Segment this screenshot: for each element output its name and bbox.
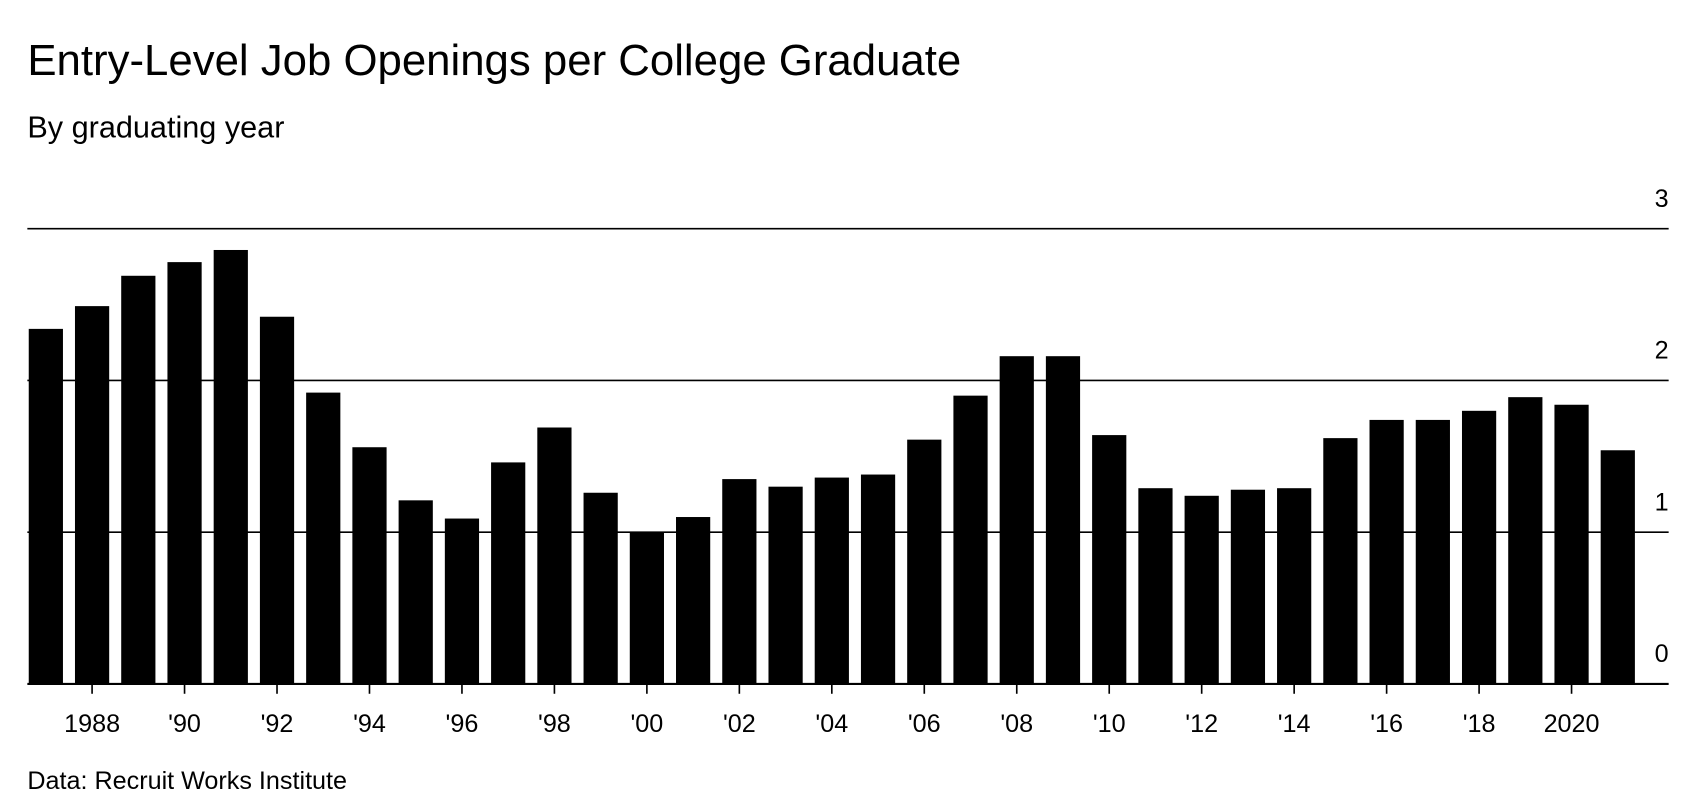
x-tick-label: 2020 — [1544, 710, 1600, 738]
y-tick-label: 0 — [1655, 640, 1669, 668]
bar — [768, 486, 803, 684]
x-tick-label: '90 — [168, 710, 201, 738]
bar — [1277, 488, 1312, 684]
bar — [1138, 488, 1173, 684]
y-tick-label: 1 — [1655, 488, 1669, 516]
bar — [121, 275, 156, 684]
bar — [28, 328, 63, 684]
bar — [398, 500, 433, 684]
bar — [1230, 489, 1266, 684]
bar — [1554, 404, 1589, 684]
bar — [1369, 419, 1404, 684]
bar — [444, 518, 480, 684]
bar — [676, 517, 711, 684]
bar — [213, 249, 248, 684]
x-tick-label: '06 — [908, 710, 941, 738]
x-tick-label: '98 — [538, 710, 571, 738]
bar — [860, 474, 896, 684]
bar — [306, 392, 341, 684]
x-tick-label: '16 — [1370, 710, 1403, 738]
y-tick-label: 3 — [1655, 185, 1669, 213]
x-tick-label: '94 — [353, 710, 386, 738]
bar — [583, 492, 618, 684]
source-note: Data: Recruit Works Institute — [27, 767, 347, 795]
x-tick-label: '00 — [630, 710, 663, 738]
bar — [1092, 435, 1127, 684]
bar — [259, 316, 295, 684]
bar — [907, 439, 942, 684]
bar — [1323, 438, 1358, 684]
x-tick-label: '10 — [1093, 710, 1126, 738]
bar — [629, 532, 664, 684]
x-tick-label: '14 — [1278, 710, 1311, 738]
x-tick-label: '02 — [723, 710, 756, 738]
bar — [953, 395, 988, 684]
y-tick-label: 2 — [1655, 337, 1669, 365]
bar — [491, 462, 526, 684]
bar — [1461, 410, 1497, 684]
x-tick-label: '18 — [1463, 710, 1496, 738]
bar — [1508, 397, 1543, 684]
bar — [74, 306, 110, 684]
x-tick-label: '08 — [1000, 710, 1033, 738]
bar — [167, 262, 202, 684]
chart-title: Entry-Level Job Openings per College Gra… — [27, 36, 961, 85]
x-tick-label: '96 — [446, 710, 479, 738]
bar — [537, 427, 572, 684]
bar — [1045, 356, 1081, 684]
x-tick-label: '12 — [1185, 710, 1218, 738]
x-tick-label: 1988 — [64, 710, 120, 738]
bar — [1184, 495, 1219, 684]
bar — [1415, 419, 1450, 684]
bar — [352, 447, 387, 684]
chart-subtitle: By graduating year — [27, 110, 284, 144]
x-tick-label: '04 — [815, 710, 848, 738]
bar — [1600, 450, 1635, 684]
bar — [722, 479, 757, 684]
bar — [814, 477, 849, 684]
bar — [999, 356, 1034, 684]
x-tick-label: '92 — [261, 710, 294, 738]
